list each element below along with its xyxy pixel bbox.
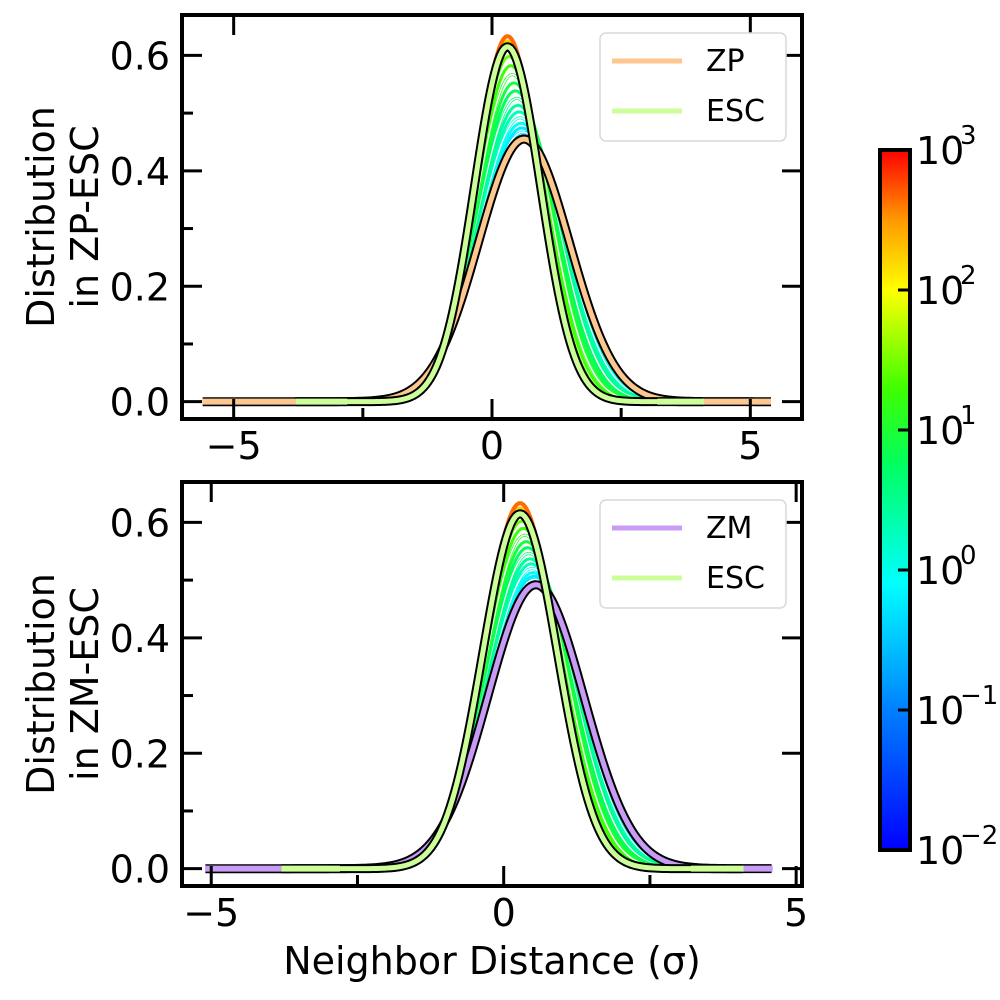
legend-label: ZM bbox=[706, 511, 752, 546]
colorbar-tick-exponent: 2 bbox=[960, 261, 977, 291]
y-tick-label: 0.2 bbox=[110, 265, 170, 309]
y-tick-label: 0.4 bbox=[110, 150, 170, 194]
x-tick-label: 5 bbox=[738, 424, 762, 468]
y-tick-label: 0.2 bbox=[110, 732, 170, 776]
colorbar-frame bbox=[878, 148, 912, 852]
legend-label: ESC bbox=[706, 94, 765, 129]
chart-panel-zm-esc: −5 0 5 0.0 0.2 0.4 0.6 Distribution in ZM-ESC Nei… bbox=[19, 480, 808, 983]
colorbar-gradient bbox=[880, 150, 910, 850]
colorbar-tick-exponent: −1 bbox=[960, 681, 998, 711]
x-tick-label: 0 bbox=[480, 424, 504, 468]
legend-label: ZP bbox=[706, 44, 745, 79]
y-tick-label: 0.6 bbox=[110, 501, 170, 545]
y-tick-label: 0.0 bbox=[110, 848, 170, 892]
x-axis-label: Neighbor Distance (σ) bbox=[283, 939, 701, 983]
colorbar-tick-exponent: −2 bbox=[960, 821, 998, 851]
legend: ZM ESC bbox=[599, 499, 787, 609]
colorbar-tick-label: 10 bbox=[916, 689, 964, 733]
curve-group bbox=[203, 501, 774, 874]
curve-group bbox=[200, 33, 774, 407]
colorbar-tick-label: 10 bbox=[916, 129, 964, 173]
colorbar-tick-label: 10 bbox=[916, 829, 964, 873]
colorbar-tick-label: 10 bbox=[916, 549, 964, 593]
colorbar-tick-exponent: 0 bbox=[960, 541, 977, 571]
legend-label: ESC bbox=[706, 561, 765, 596]
y-tick-label: 0.6 bbox=[110, 34, 170, 78]
x-tick-label: 0 bbox=[492, 891, 516, 935]
y-tick-label: 0.0 bbox=[110, 381, 170, 425]
plot-frame bbox=[180, 480, 804, 888]
y-axis-label: in ZM-ESC bbox=[63, 587, 107, 781]
y-axis-label: Distribution bbox=[19, 573, 63, 795]
colorbar-tick-exponent: 3 bbox=[960, 121, 977, 151]
y-axis-label: Distribution bbox=[19, 106, 63, 328]
series-line-esc bbox=[295, 44, 704, 405]
legend: ZP ESC bbox=[599, 32, 787, 142]
x-tick-label: 5 bbox=[784, 891, 808, 935]
y-tick-label: 0.4 bbox=[110, 617, 170, 661]
colorbar-tick-label: 10 bbox=[916, 269, 964, 313]
chart-panel-zp-esc: −5 0 5 0.0 0.2 0.4 0.6 Distribution in ZP-ESC ZP E… bbox=[19, 13, 804, 468]
x-tick-label: −5 bbox=[206, 424, 262, 468]
x-tick-label: −5 bbox=[183, 891, 239, 935]
series-line-esc bbox=[281, 511, 743, 872]
colorbar-tick-exponent: 1 bbox=[960, 401, 977, 431]
colorbar-tick-label: 10 bbox=[916, 409, 964, 453]
y-axis-label: in ZP-ESC bbox=[63, 125, 107, 308]
